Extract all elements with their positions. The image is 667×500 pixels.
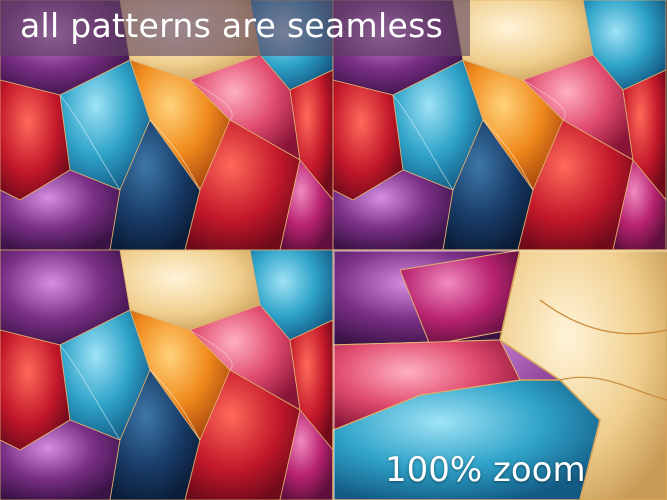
- title-banner: all patterns are seamless: [0, 0, 470, 56]
- banner-title: all patterns are seamless: [20, 6, 444, 45]
- zoom-label: 100% zoom: [385, 450, 586, 490]
- pattern-tile-bottom-left: [0, 249, 334, 500]
- zoom-detail-panel: [332, 249, 667, 500]
